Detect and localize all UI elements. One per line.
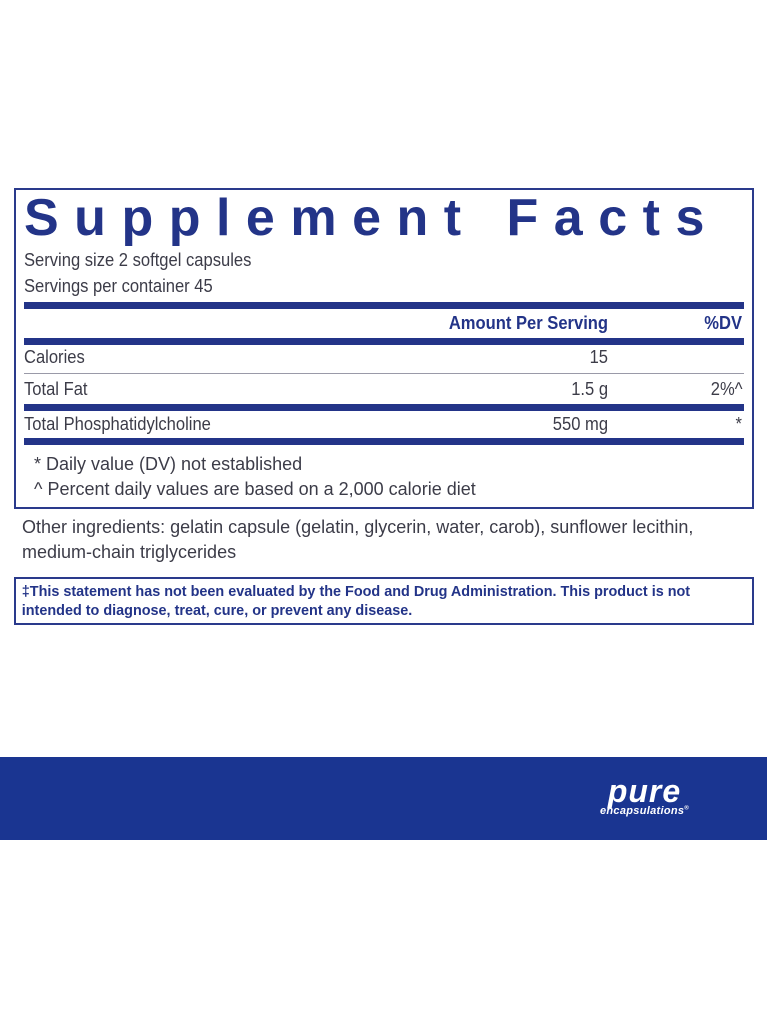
header-row: Amount Per Serving %DV bbox=[24, 313, 744, 337]
supplement-facts-panel: Supplement Facts Serving size 2 softgel … bbox=[14, 188, 754, 509]
fda-disclaimer: ‡This statement has not been evaluated b… bbox=[14, 577, 754, 625]
divider bbox=[24, 302, 744, 309]
row-name: Total Fat bbox=[24, 379, 88, 399]
footnote: * Daily value (DV) not established bbox=[34, 454, 303, 474]
header-dv: %DV bbox=[704, 313, 742, 333]
row-amount: 550 mg bbox=[552, 414, 608, 434]
brand-logo: pure encapsulations® bbox=[600, 773, 690, 817]
footnote: ^ Percent daily values are based on a 2,… bbox=[34, 479, 476, 499]
registered-mark: ® bbox=[684, 805, 690, 812]
row-name: Total Phosphatidylcholine bbox=[24, 414, 211, 434]
panel-title: Supplement Facts bbox=[24, 189, 720, 247]
row-amount: 15 bbox=[589, 347, 608, 367]
divider bbox=[24, 438, 744, 445]
divider bbox=[24, 338, 744, 345]
serving-size: Serving size 2 softgel capsules bbox=[24, 250, 252, 270]
disclaimer-text: ‡This statement has not been evaluated b… bbox=[21, 583, 691, 619]
table-row: Total Phosphatidylcholine 550 mg * bbox=[24, 414, 744, 438]
other-ingredients: Other ingredients: gelatin capsule (gela… bbox=[22, 517, 694, 562]
brand-band bbox=[0, 757, 767, 840]
row-dv: 2%^ bbox=[710, 379, 742, 399]
row-name: Calories bbox=[24, 347, 85, 367]
logo-word: pure bbox=[607, 773, 682, 809]
header-amount: Amount Per Serving bbox=[448, 313, 608, 333]
servings-per-container: Servings per container 45 bbox=[24, 276, 213, 296]
logo-sub: encapsulations bbox=[600, 805, 685, 817]
divider bbox=[24, 404, 744, 411]
divider bbox=[24, 373, 744, 374]
row-amount: 1.5 g bbox=[571, 379, 608, 399]
table-row: Total Fat 1.5 g 2%^ bbox=[24, 379, 744, 403]
table-row: Calories 15 bbox=[24, 347, 744, 371]
row-dv: * bbox=[735, 414, 742, 434]
